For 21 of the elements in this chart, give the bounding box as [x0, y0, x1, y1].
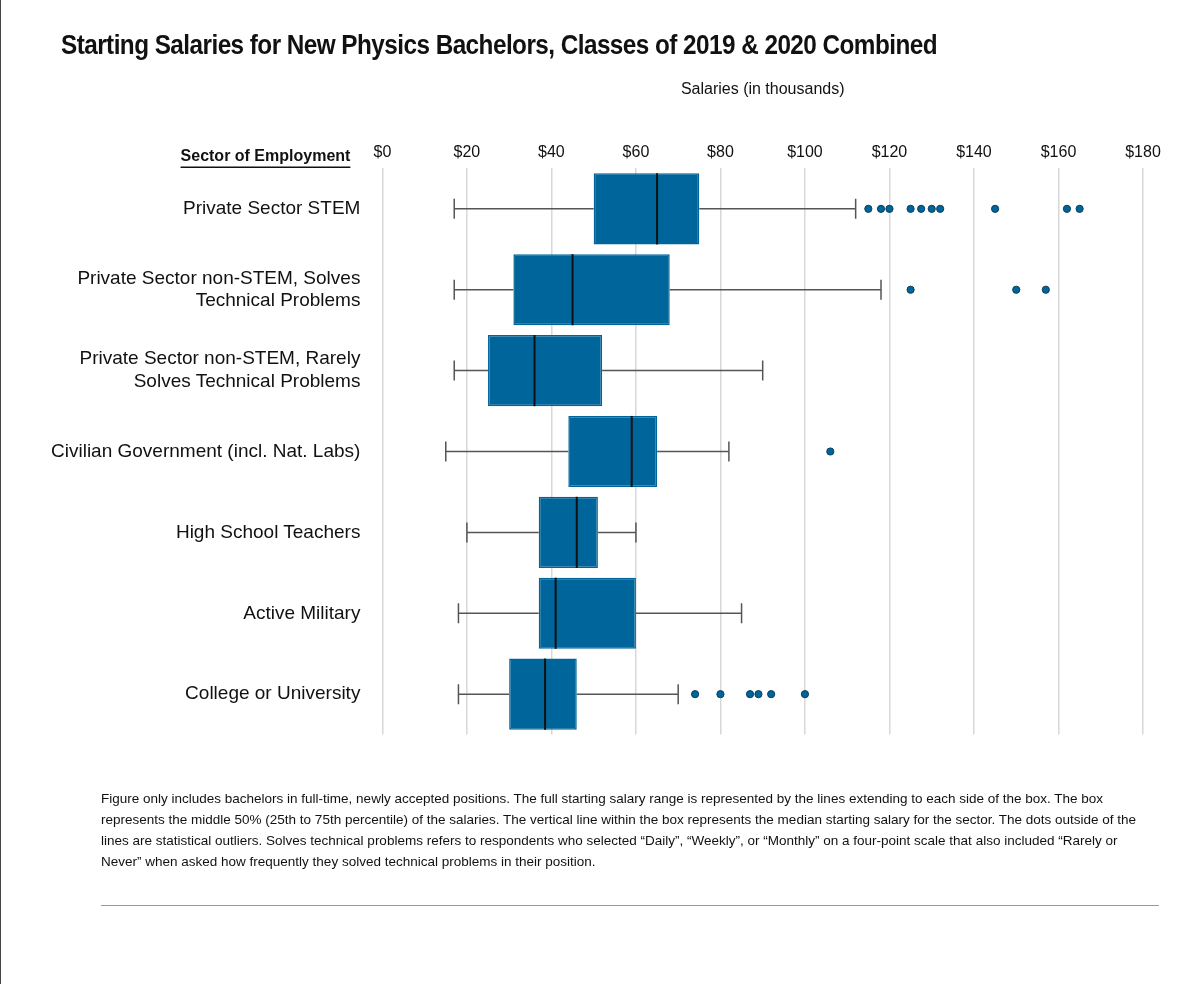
y-tick-label: Civilian Government (incl. Nat. Labs) [51, 439, 361, 461]
x-tick-label: $40 [538, 143, 565, 161]
y-tick-label: Private Sector non-STEM, Solves Technical Problems [77, 266, 361, 311]
y-tick-label: Private Sector non-STEM, Rarely Solves Technical Problems [79, 347, 361, 392]
x-axis-title: Salaries (in thousands) [680, 80, 845, 98]
chart-title: Starting Salaries for New Physics Bachelors, Classes of 2019 & 2020 Combined [61, 30, 938, 61]
x-tick-label: $80 [707, 143, 734, 161]
y-tick-label: High School Teachers [175, 520, 361, 542]
y-tick-label: Active Military [243, 601, 361, 623]
x-tick-label: $120 [871, 143, 908, 161]
y-axis-title: Sector of Employment [180, 146, 352, 164]
x-tick-label: $160 [1040, 143, 1077, 161]
x-tick-label: $0 [373, 143, 392, 161]
text: Figure only includes bachelors in full-time, newly accepted positions. The full starting salary range is represented by the lines extending to each side of the box. The box represents the middle 50% (25th to 75th percentile) of the salaries. The vertical line within the box represents the median starting salary for the sector. The dots outside of the lines are statistical outliers. Solves technical problems refers to respondents who selected “Daily”, “Weekly”, or “Monthly” on a four-point scale that also included “Rarely or Never” when asked how frequently they solved technical problems in their position. [101, 790, 1138, 871]
y-tick-label: Private Sector STEM [183, 197, 361, 219]
x-tick-label: $60 [622, 143, 650, 161]
x-tick-label: $140 [956, 143, 992, 161]
x-tick-label: $100 [787, 143, 823, 161]
x-tick-label: $180 [1125, 143, 1161, 161]
x-tick-label: $20 [453, 143, 481, 161]
y-tick-label: College or University [185, 682, 361, 704]
